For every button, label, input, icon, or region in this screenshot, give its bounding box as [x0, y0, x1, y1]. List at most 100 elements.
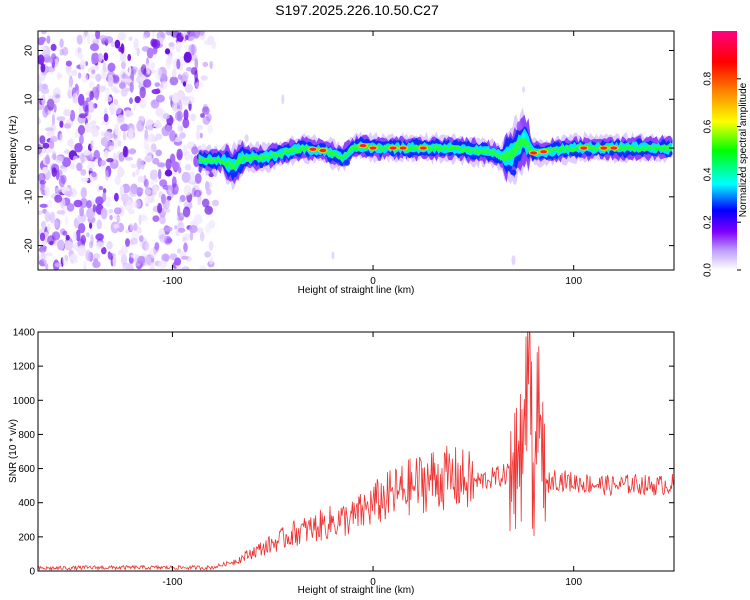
noise-blob	[127, 53, 132, 62]
noise-blob	[149, 247, 157, 259]
noise-blob	[204, 205, 213, 215]
y-tick-label: -10	[24, 189, 35, 204]
noise-blob	[64, 216, 68, 226]
noise-blob	[133, 222, 138, 231]
noise-blob	[522, 86, 526, 93]
noise-blob	[174, 225, 178, 230]
noise-blob	[137, 255, 146, 265]
noise-blob	[125, 229, 130, 234]
noise-blob	[152, 100, 156, 105]
noise-blob	[158, 260, 168, 269]
noise-blob	[79, 133, 84, 145]
noise-blob	[109, 146, 113, 151]
noise-blob	[130, 237, 138, 245]
noise-blob	[88, 80, 95, 89]
noise-blob	[110, 85, 117, 92]
noise-blob	[184, 83, 193, 93]
noise-blob	[212, 199, 219, 207]
noise-blob	[158, 168, 162, 180]
band-disturbance	[343, 159, 350, 166]
noise-blob	[73, 199, 83, 208]
noise-blob	[105, 87, 110, 98]
noise-blob	[152, 157, 160, 165]
noise-blob	[175, 41, 182, 53]
noise-blob	[38, 36, 47, 43]
noise-blob	[98, 85, 106, 93]
noise-blob	[136, 226, 142, 234]
x-tick-label: 100	[565, 276, 582, 287]
noise-blob	[98, 35, 108, 41]
noise-blob	[152, 47, 158, 55]
noise-blob	[119, 82, 126, 89]
noise-blob	[48, 57, 54, 64]
noise-blob	[139, 235, 144, 243]
band-peak	[610, 146, 618, 150]
band-green	[198, 134, 673, 170]
noise-blob	[93, 258, 99, 263]
noise-blob	[95, 196, 104, 206]
noise-blob	[63, 123, 72, 129]
noise-blob	[54, 262, 62, 268]
noise-blob	[140, 215, 149, 222]
noise-blob	[164, 48, 171, 55]
noise-blob	[144, 178, 149, 188]
noise-blob	[70, 254, 76, 261]
noise-blob	[129, 97, 133, 104]
noise-scatter	[38, 31, 526, 270]
noise-blob	[142, 34, 148, 40]
noise-blob	[74, 142, 83, 153]
noise-blob	[120, 254, 128, 266]
noise-blob	[80, 155, 85, 165]
x-tick-label: 0	[370, 577, 376, 588]
noise-blob	[40, 220, 47, 229]
noise-blob	[38, 172, 46, 182]
noise-blob	[39, 135, 46, 145]
noise-blob	[90, 72, 97, 79]
noise-blob	[194, 58, 199, 70]
noise-blob	[152, 215, 160, 223]
noise-blob	[178, 212, 185, 221]
noise-blob	[166, 124, 172, 136]
noise-blob	[119, 50, 127, 63]
figure-title: S197.2025.226.10.50.C27	[275, 2, 439, 18]
noise-blob	[128, 208, 135, 215]
noise-blob	[103, 149, 109, 158]
noise-blob	[201, 198, 210, 208]
noise-blob	[46, 35, 51, 44]
noise-blob	[89, 90, 94, 101]
noise-blob	[155, 107, 164, 117]
noise-blob	[169, 253, 178, 260]
noise-blob	[119, 185, 125, 197]
noise-blob	[117, 32, 127, 41]
snr-panel: -100 0 100 0 200 400 600 800 1000 1200 1400 Heigh…	[8, 328, 675, 596]
noise-blob	[190, 154, 194, 162]
noise-blob	[146, 119, 155, 130]
noise-blob	[45, 210, 50, 221]
noise-blob	[47, 223, 51, 233]
noise-blob	[107, 62, 116, 72]
y-tick-label: 200	[18, 532, 35, 543]
noise-blob	[47, 235, 55, 246]
noise-blob	[177, 227, 186, 233]
noise-blob	[135, 168, 140, 176]
noise-blob	[196, 227, 204, 233]
noise-blob	[116, 129, 121, 140]
y-tick-label: 10	[24, 93, 35, 105]
noise-blob	[58, 175, 66, 188]
noise-blob	[86, 232, 90, 238]
noise-blob	[200, 113, 205, 118]
band-peak	[309, 147, 317, 151]
signal-band	[198, 107, 673, 191]
noise-blob	[82, 260, 87, 270]
noise-blob	[145, 146, 154, 158]
noise-blob	[82, 149, 92, 156]
noise-blob	[50, 135, 58, 143]
noise-blob	[152, 31, 156, 39]
noise-blob	[41, 241, 47, 246]
noise-blob	[110, 41, 115, 48]
noise-blob	[38, 143, 43, 155]
noise-blob	[64, 149, 70, 155]
noise-blob	[80, 234, 86, 245]
noise-blob	[77, 124, 86, 135]
snr-frame	[37, 331, 675, 572]
